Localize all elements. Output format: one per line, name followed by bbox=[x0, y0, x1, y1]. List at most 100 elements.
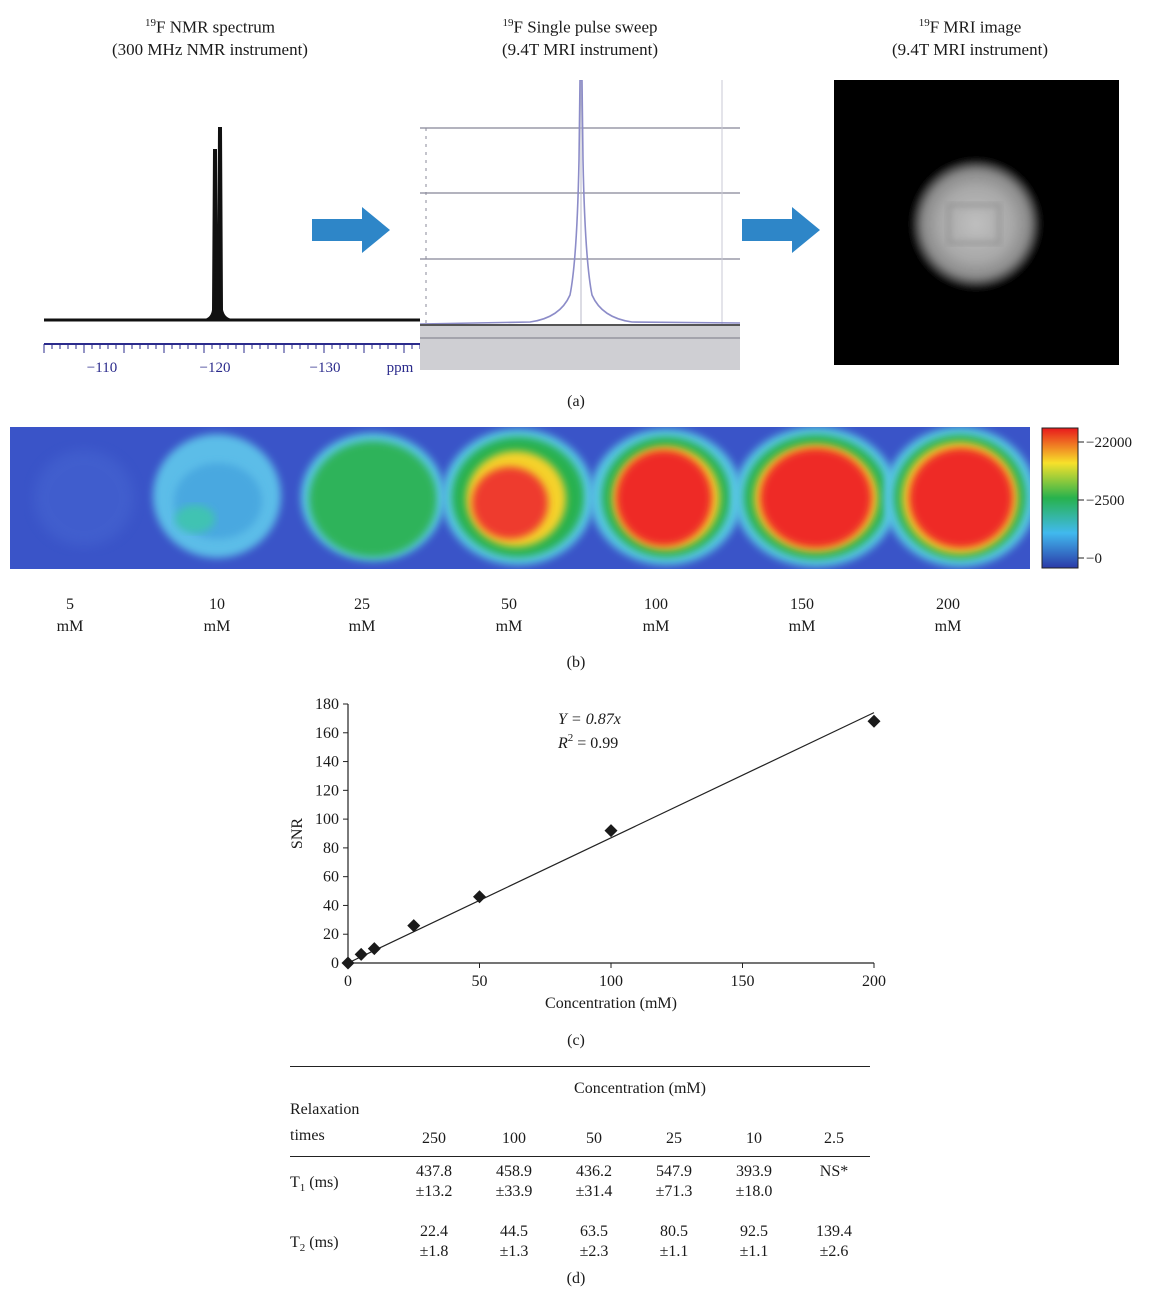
nmr-spectrum: −110 −120 −130 ppm bbox=[43, 127, 425, 376]
conc-label-150: 150 mM bbox=[788, 596, 816, 635]
table-column-header: 2.5 bbox=[824, 1130, 844, 1147]
y-tick-label: 80 bbox=[323, 840, 339, 857]
table-cell: 44.5 ±1.3 bbox=[476, 1222, 552, 1262]
x-tick-label: 0 bbox=[344, 973, 352, 990]
nmr-subtitle: (300 MHz NMR instrument) bbox=[112, 39, 308, 59]
cell-sd: ±1.1 bbox=[659, 1243, 689, 1260]
sweep-spectrum bbox=[420, 80, 741, 370]
fit-r-squared: R2 = 0.99 bbox=[557, 732, 618, 752]
nmr-title-sup: 19 bbox=[145, 17, 156, 29]
cell-sd: ±2.6 bbox=[819, 1243, 849, 1260]
table-cell: 63.5 ±2.3 bbox=[556, 1222, 632, 1262]
table-column-header: 10 bbox=[746, 1130, 762, 1147]
nmr-tick-label: −130 bbox=[310, 360, 341, 376]
header-times: times bbox=[290, 1127, 325, 1144]
y-tick-label: 20 bbox=[323, 926, 339, 943]
y-tick-label: 100 bbox=[315, 811, 339, 828]
mri-title: 19F MRI image (9.4T MRI instrument) bbox=[800, 12, 1140, 61]
data-point bbox=[341, 956, 355, 970]
arrow-right-icon bbox=[312, 207, 390, 253]
table-header-group: Concentration (mM) bbox=[574, 1080, 706, 1097]
conc-label-25: 25 mM bbox=[348, 596, 376, 635]
header-relaxation: Relaxation bbox=[290, 1101, 360, 1118]
y-axis-label: SNR bbox=[289, 818, 306, 849]
y-tick-label: 0 bbox=[331, 955, 339, 972]
cell-mean: 437.8 bbox=[416, 1163, 452, 1180]
nmr-title-main: F NMR spectrum bbox=[156, 17, 275, 37]
cell-mean: 22.4 bbox=[420, 1223, 448, 1240]
table-cell: 139.4 ±2.6 bbox=[796, 1222, 872, 1262]
fit-line-path bbox=[347, 712, 875, 964]
cell-sd: ±33.9 bbox=[495, 1183, 533, 1200]
table-top-rule bbox=[290, 1066, 870, 1067]
data-point bbox=[407, 919, 421, 933]
phantom-5mm bbox=[34, 450, 134, 546]
nmr-title: 19F NMR spectrum (300 MHz NMR instrument… bbox=[40, 12, 380, 61]
cell-sd: ±13.2 bbox=[415, 1183, 453, 1200]
cell-sd: ±71.3 bbox=[655, 1183, 693, 1200]
cell-sd: ±1.8 bbox=[419, 1243, 449, 1260]
conc-label-200: 200 mM bbox=[934, 596, 962, 635]
table-column-header: 25 bbox=[666, 1130, 682, 1147]
data-point bbox=[367, 942, 381, 956]
mri-image bbox=[834, 80, 1119, 365]
y-tick-label: 60 bbox=[323, 869, 339, 886]
table-cell: 547.9 ±71.3 bbox=[636, 1162, 712, 1202]
conc-label-100: 100 mM bbox=[642, 596, 670, 635]
cell-mean: 44.5 bbox=[500, 1223, 528, 1240]
arrow-right-icon bbox=[742, 207, 820, 253]
cell-mean: 393.9 bbox=[736, 1163, 772, 1180]
y-tick-label: 180 bbox=[315, 696, 339, 713]
sweep-title-main: F Single pulse sweep bbox=[513, 17, 658, 37]
cell-sd: ±31.4 bbox=[575, 1183, 613, 1200]
chart-axes: 0 20 40 60 80 100 120 140 160 180 0 50 100 150 200 Conc… bbox=[289, 696, 886, 1012]
cell-mean: 139.4 bbox=[816, 1223, 852, 1240]
colorbar: −22000 −2500 −0 bbox=[1041, 427, 1132, 569]
table-cell: 393.9 ±18.0 bbox=[716, 1162, 792, 1202]
cell-mean: 547.9 bbox=[656, 1163, 692, 1180]
sweep-peak bbox=[420, 80, 741, 325]
mri-title-main: F MRI image bbox=[929, 17, 1022, 37]
x-tick-label: 50 bbox=[472, 973, 488, 990]
colorbar-label-max: −22000 bbox=[1086, 435, 1132, 451]
table-column-header: 250 bbox=[422, 1130, 446, 1147]
y-tick-label: 140 bbox=[315, 754, 339, 771]
data-point bbox=[354, 947, 368, 961]
x-tick-label: 100 bbox=[599, 973, 623, 990]
data-point bbox=[604, 824, 618, 838]
cell-sd: ±18.0 bbox=[735, 1183, 773, 1200]
x-tick-label: 200 bbox=[862, 973, 886, 990]
phantom-150mm bbox=[734, 427, 898, 567]
phantom-10mm bbox=[153, 434, 281, 558]
panel-c-caption: (c) bbox=[567, 1032, 585, 1049]
x-axis-label: Concentration (mM) bbox=[545, 995, 677, 1012]
table-cell: 80.5 ±1.1 bbox=[636, 1222, 712, 1262]
panel-b-caption: (b) bbox=[566, 654, 586, 671]
cell-mean: 80.5 bbox=[660, 1223, 688, 1240]
sweep-subtitle: (9.4T MRI instrument) bbox=[502, 39, 658, 59]
fit-line bbox=[347, 712, 875, 964]
fit-equation: Y = 0.87x bbox=[558, 711, 621, 728]
nmr-peak bbox=[204, 127, 233, 321]
conc-label-5: 5 mM bbox=[56, 596, 84, 635]
cell-sd: ±2.3 bbox=[579, 1243, 609, 1260]
conc-label-10: 10 mM bbox=[203, 596, 231, 635]
phantom-100mm bbox=[590, 429, 742, 565]
sweep-title-sup: 19 bbox=[502, 17, 514, 29]
sweep-footer bbox=[420, 325, 740, 370]
table-cell: NS* bbox=[796, 1162, 872, 1182]
data-point bbox=[867, 714, 881, 728]
panel-d-caption: (d) bbox=[566, 1270, 586, 1287]
nmr-unit-label: ppm bbox=[387, 360, 414, 376]
table-column-header: 100 bbox=[502, 1130, 526, 1147]
cell-mean: 458.9 bbox=[496, 1163, 532, 1180]
table-header-left: Relaxation times bbox=[290, 1097, 359, 1149]
table-cell: 92.5 ±1.1 bbox=[716, 1222, 792, 1262]
snr-heatmap-strip bbox=[10, 427, 1030, 569]
y-tick-label: 160 bbox=[315, 725, 339, 742]
colorbar-label-min: −0 bbox=[1086, 551, 1102, 567]
phantom-50mm bbox=[442, 429, 594, 565]
phantom-25mm bbox=[301, 433, 445, 561]
mri-subtitle: (9.4T MRI instrument) bbox=[892, 39, 1048, 59]
sweep-title: 19F Single pulse sweep (9.4T MRI instrum… bbox=[410, 12, 750, 61]
